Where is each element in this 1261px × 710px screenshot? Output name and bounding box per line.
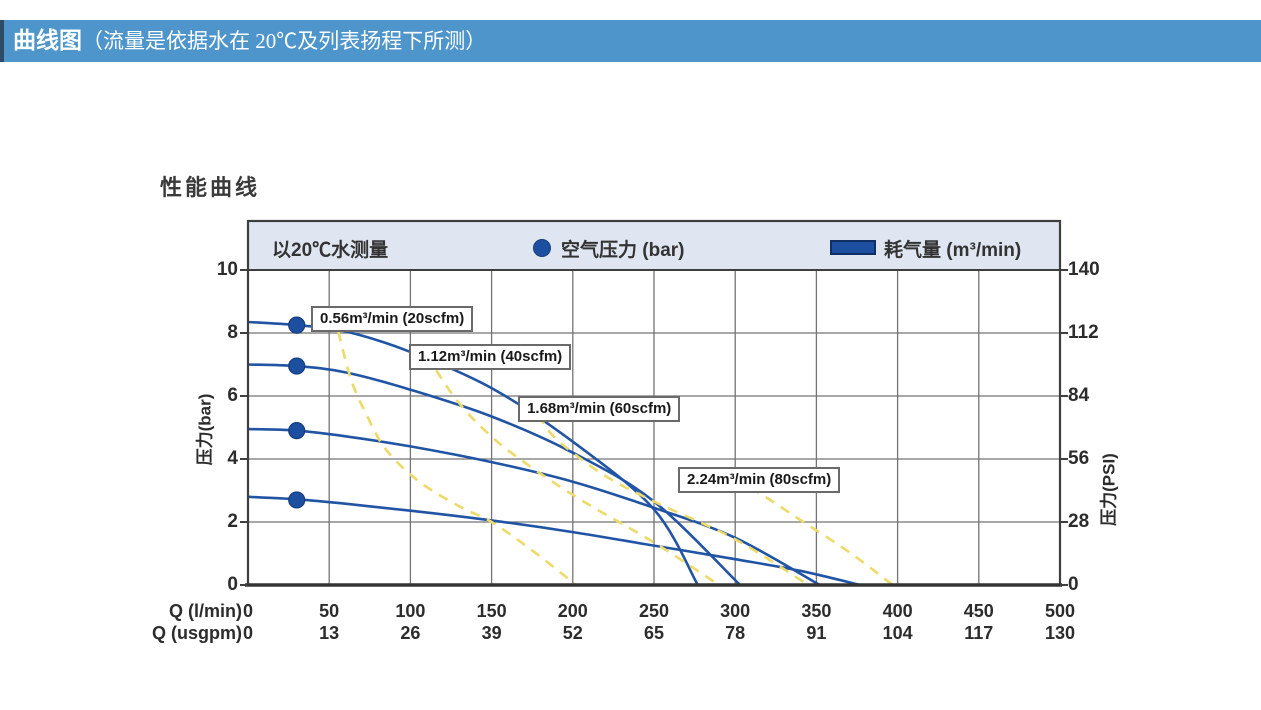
curves — [248, 313, 894, 585]
x-tick-label-lmin: 500 — [1044, 601, 1076, 621]
air-pressure-legend-dot-icon — [533, 239, 551, 257]
legend-air-consumption-label: 耗气量 (m³/min) — [884, 240, 1022, 261]
x-tick-label-lmin: 400 — [882, 601, 913, 621]
x-tick-label-usgpm: 13 — [319, 623, 340, 643]
x-tick-label-usgpm: 52 — [562, 623, 583, 643]
air-consumption-80scfm — [734, 476, 894, 585]
x-axis-primary-name: Q (l/min) — [169, 601, 242, 621]
curve-label: 1.68m³/min (60scfm) — [518, 396, 681, 422]
pressure-curve-80scfm — [248, 495, 861, 585]
legend-measurement-note: 以20℃水测量 — [272, 240, 389, 261]
x-tick-label-usgpm: 39 — [481, 623, 502, 643]
air-consumption-60scfm — [529, 398, 809, 585]
chart-legend-band — [249, 222, 1059, 269]
x-tick-label-usgpm: 104 — [882, 623, 913, 643]
curve-start-dot — [288, 491, 306, 509]
curve-label: 0.56m³/min (20scfm) — [311, 305, 474, 332]
y-tick-label-left: 10 — [216, 259, 238, 280]
air-consumption-20scfm — [332, 313, 577, 585]
curve-start-dot — [288, 422, 306, 440]
curve-start-markers — [288, 316, 306, 509]
x-tick-label-lmin: 100 — [395, 601, 426, 621]
section-header-bar: 曲线图（流量是依据水在 20℃及列表扬程下所测） — [0, 20, 1261, 62]
curve-label: 2.24m³/min (80scfm) — [678, 466, 841, 493]
x-tick-label-usgpm: 26 — [400, 623, 421, 643]
y-tick-label-right: 84 — [1068, 385, 1090, 406]
air-consumption-legend-bar-icon — [830, 240, 876, 255]
curve-start-dot — [288, 316, 306, 334]
y-tick-label-left: 0 — [227, 574, 238, 595]
x-tick-label-lmin: 0 — [242, 601, 253, 621]
y-tick-label-right: 56 — [1068, 448, 1090, 469]
y-tick-label-right: 140 — [1068, 259, 1100, 280]
curve-label: 1.12m³/min (40scfm) — [408, 344, 572, 371]
x-tick-label-lmin: 250 — [638, 601, 670, 621]
header-title-bold: 曲线图 — [13, 28, 82, 53]
header-title-note: （流量是依据水在 20℃及列表扬程下所测） — [82, 29, 487, 53]
chart-title: 性能曲线 — [160, 175, 261, 200]
y-tick-label-right: 0 — [1068, 574, 1079, 595]
x-tick-label-usgpm: 130 — [1044, 623, 1076, 643]
x-tick-label-usgpm: 78 — [725, 623, 746, 643]
plot-frame — [240, 219, 1068, 587]
x-tick-label-lmin: 50 — [319, 601, 340, 621]
y-tick-label-left: 6 — [227, 385, 238, 406]
air-consumption-40scfm — [425, 354, 720, 585]
x-tick-label-usgpm: 65 — [643, 623, 665, 643]
x-tick-label-lmin: 200 — [557, 601, 588, 621]
x-tick-label-lmin: 450 — [963, 601, 994, 621]
y-axis-left-title: 压力(bar) — [195, 393, 215, 466]
y-tick-label-right: 28 — [1068, 511, 1090, 532]
legend-air-pressure-label: 空气压力 (bar) — [561, 240, 685, 261]
x-tick-label-lmin: 300 — [720, 601, 751, 621]
y-axis-right-title: 压力(PSI) — [1099, 453, 1119, 526]
y-tick-label-left: 8 — [227, 322, 238, 343]
x-tick-label-usgpm: 117 — [964, 623, 994, 643]
y-tick-label-right: 112 — [1068, 322, 1099, 343]
x-tick-label-usgpm: 91 — [806, 623, 827, 643]
x-axis-secondary-name: Q (usgpm) — [152, 623, 242, 643]
x-tick-label-usgpm: 0 — [242, 623, 253, 643]
y-tick-label-left: 2 — [227, 511, 238, 532]
pressure-curve-60scfm — [248, 427, 821, 585]
x-tick-label-lmin: 150 — [476, 601, 507, 621]
curve-start-dot — [288, 357, 306, 375]
x-tick-label-lmin: 350 — [801, 601, 832, 621]
y-tick-label-left: 4 — [227, 448, 238, 469]
